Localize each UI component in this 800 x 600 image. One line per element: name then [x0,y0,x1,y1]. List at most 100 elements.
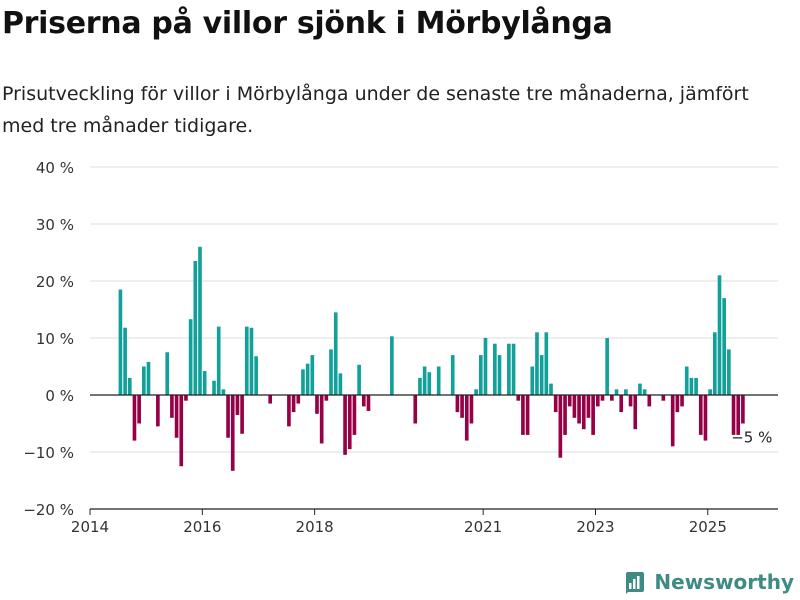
bar [230,395,235,471]
bar [137,395,141,424]
bar [324,395,329,401]
bar [142,366,146,395]
bar [212,380,216,395]
bar [240,395,244,434]
bar [722,298,726,395]
bar [357,364,361,395]
bar [628,395,633,407]
bar [689,377,694,395]
bar [418,377,422,395]
bar [455,395,460,413]
bar [478,355,483,395]
bar [563,395,567,435]
bar [127,377,132,395]
bar [198,246,202,395]
bar [202,371,207,395]
bar [680,395,684,407]
bar [610,395,614,401]
bar [572,395,577,418]
bar [390,336,394,395]
bar [427,372,432,395]
bar [511,343,516,395]
bar [366,395,371,411]
bar [647,395,652,407]
bar [118,289,123,395]
y-tick-label: 30 % [36,216,74,234]
bar [179,395,184,467]
bar [329,349,333,395]
bar [170,395,174,418]
bar [436,366,441,395]
x-tick-label: 2016 [183,518,221,536]
y-tick-label: 10 % [36,330,74,348]
bar [507,343,511,395]
bar [123,327,127,395]
bar [291,395,296,413]
bar [698,395,703,435]
bar [464,395,469,441]
chart-subtitle: Prisutveckling för villor i Mörbylånga u… [2,83,749,137]
bar [736,395,741,435]
bar [497,355,502,395]
bar [343,395,347,455]
bar [741,395,745,424]
bar [577,395,581,424]
bar [521,395,525,435]
bar [731,395,736,435]
bar [352,395,357,435]
bar [422,366,427,395]
bars [118,246,745,471]
bar [460,395,464,418]
bar [703,395,708,441]
bar [268,395,273,404]
bar [319,395,324,444]
bar [675,395,680,413]
bar [235,395,240,415]
bar [638,383,642,395]
newsworthy-brand[interactable]: Newsworthy [624,570,794,594]
bar [727,349,731,395]
bar [413,395,418,424]
bar [633,395,638,430]
bar [525,395,530,435]
bar [249,327,254,395]
bar [605,338,609,395]
bar [600,395,605,401]
bar [244,326,249,395]
bar [535,332,539,395]
bar [614,389,619,395]
bar [450,355,455,395]
bar [717,275,722,395]
bar [188,319,193,395]
x-tick-label: 2023 [576,518,614,536]
bar [586,395,591,418]
bar [530,366,535,395]
bar [694,377,698,395]
bar [301,369,305,395]
y-tick-label: 40 % [36,159,74,177]
bar [661,395,666,401]
bar [361,395,366,407]
bar [474,389,478,395]
bar [516,395,521,401]
bar [642,389,647,395]
bar [146,361,151,395]
x-tick-label: 2018 [296,518,334,536]
bar [216,326,221,395]
bar [483,338,488,395]
bar [315,395,319,414]
page-title: Priserna på villor sjönk i Mörbylånga [2,6,613,41]
x-tick-label: 2025 [689,518,727,536]
bar [174,395,179,438]
axes [89,394,778,515]
x-tick-label: 2021 [464,518,502,536]
bar [708,389,712,395]
bar [670,395,675,447]
bar [165,352,170,395]
brand-name: Newsworthy [654,570,794,594]
bar [558,395,563,458]
bar [581,395,586,430]
bar [684,366,689,395]
bar [539,355,544,395]
bar [221,389,226,395]
